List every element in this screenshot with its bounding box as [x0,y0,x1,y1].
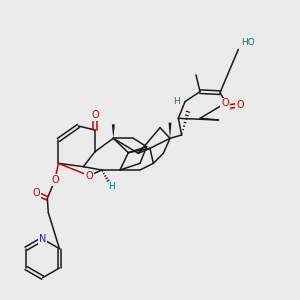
Text: H: H [173,97,180,106]
Polygon shape [112,124,115,138]
Text: N: N [39,234,46,244]
Text: O: O [51,175,59,185]
Text: O: O [91,110,99,120]
Text: O: O [85,171,93,181]
Text: H: H [108,182,115,191]
Text: O: O [32,188,40,198]
Polygon shape [169,123,172,138]
Text: HO: HO [242,38,255,47]
Text: O: O [221,98,229,108]
Text: O: O [236,100,244,110]
